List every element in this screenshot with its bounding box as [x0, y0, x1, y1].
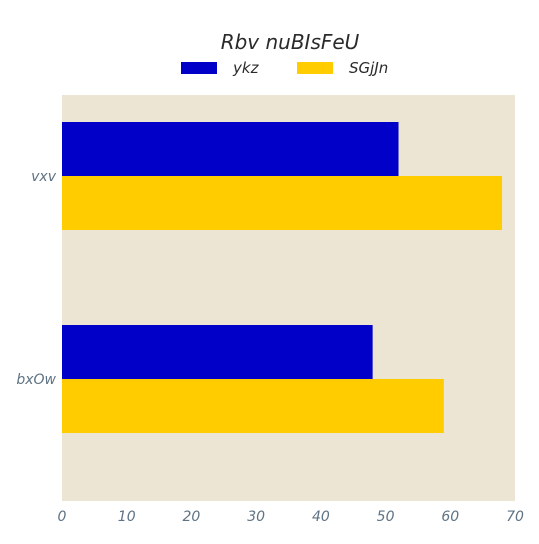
- x-tick-label-60: 60: [441, 509, 459, 525]
- x-tick-label-0: 0: [58, 509, 67, 525]
- legend-swatch-sgjjn: [297, 62, 333, 74]
- y-axis-tick-labels: vxv bxOw: [16, 169, 56, 388]
- x-tick-label-10: 10: [118, 509, 136, 525]
- bar-sgjjn-bxow: [62, 379, 444, 433]
- bar-ykz-bxow: [62, 325, 373, 379]
- x-tick-label-30: 30: [247, 509, 265, 525]
- x-tick-label-50: 50: [377, 509, 395, 525]
- bar-sgjjn-vxv: [62, 176, 503, 230]
- x-tick-label-70: 70: [506, 509, 524, 525]
- y-tick-label-vxv: vxv: [31, 169, 57, 185]
- bars: [62, 122, 503, 433]
- x-axis-tick-labels: 0 10 20 30 40 50 60 70: [58, 509, 524, 525]
- legend-label-ykz: ykz: [232, 59, 260, 77]
- y-tick-label-bxow: bxOw: [16, 372, 56, 388]
- x-tick-label-40: 40: [312, 509, 330, 525]
- bar-ykz-vxv: [62, 122, 399, 176]
- x-tick-label-20: 20: [183, 509, 201, 525]
- legend-swatch-ykz: [181, 62, 217, 74]
- chart-title: Rbv nuBIsFeU: [221, 30, 360, 54]
- legend: ykz SGjJn: [181, 59, 388, 77]
- legend-label-sgjjn: SGjJn: [349, 59, 388, 77]
